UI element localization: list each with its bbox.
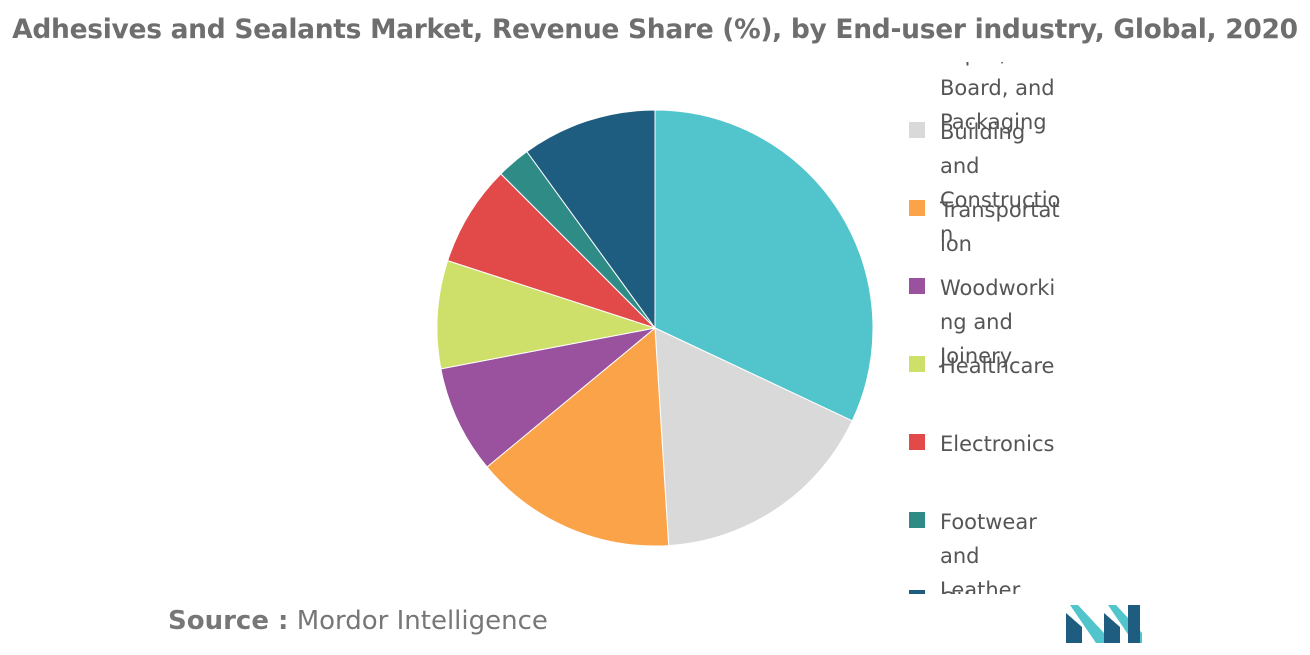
- legend-label: Paper, Board, and Packaging: [940, 62, 1055, 134]
- pie-slice-5: [447, 173, 656, 329]
- legend-label: Footwear and Leather: [940, 510, 1037, 594]
- legend-label: Transportation: [940, 198, 1060, 256]
- legend-swatch: [909, 590, 925, 594]
- pie-chart: [436, 109, 874, 547]
- legend-swatch: [909, 434, 925, 450]
- mordor-intelligence-logo: [1066, 605, 1142, 643]
- pie-slice-0: [654, 109, 874, 422]
- legend-swatch: [909, 278, 925, 294]
- chart-title: Adhesives and Sealants Market, Revenue S…: [12, 14, 1298, 45]
- legend-swatch: [909, 122, 925, 138]
- source-label: Source :: [168, 606, 289, 636]
- legend-label: Building and Construction: [940, 120, 1061, 246]
- legend-label: Healthcare: [940, 354, 1055, 378]
- legend-swatch: [909, 512, 925, 528]
- pie-slice-2: [486, 326, 670, 547]
- legend-label: Woodworking and Joinery: [940, 276, 1056, 368]
- source-text: Mordor Intelligence: [296, 606, 548, 636]
- source-note: Source : Mordor Intelligence: [168, 606, 548, 636]
- pie-slice-1: [654, 327, 853, 547]
- legend-swatch: [909, 200, 925, 216]
- legend-label: Others: [940, 583, 1065, 594]
- pie-slice-4: [436, 260, 656, 370]
- pie-slice-7: [526, 109, 656, 330]
- legend-label: Electronics: [940, 432, 1055, 456]
- pie-slice-3: [440, 327, 656, 468]
- legend-swatch: [909, 356, 925, 372]
